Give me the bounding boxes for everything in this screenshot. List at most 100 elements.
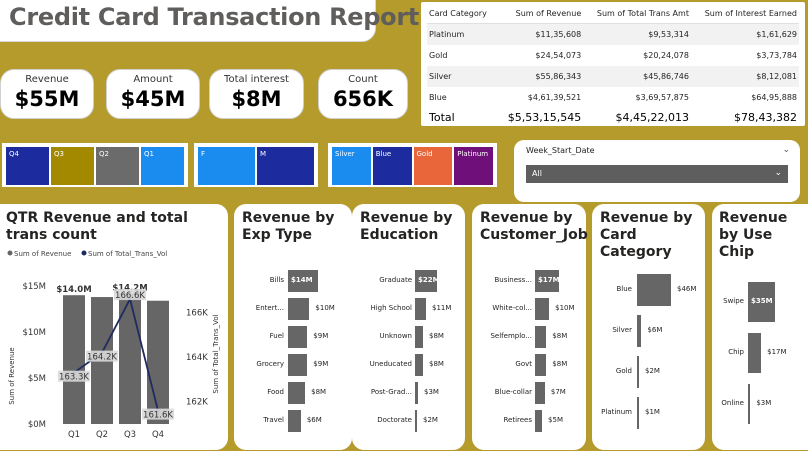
bar[interactable] — [415, 270, 437, 292]
bar[interactable] — [637, 397, 639, 429]
chevron-down-icon[interactable]: ⌄ — [782, 145, 790, 155]
education-panel: Revenue by Education Graduate $22M High Sc… — [352, 204, 465, 450]
bar-category-label: Selfemplo... — [490, 332, 532, 340]
table-row: Gold $24,54,073 $20,24,078 $3,73,784 — [427, 45, 799, 66]
bar-category-label: White-col... — [492, 304, 532, 312]
bar[interactable] — [535, 382, 545, 404]
bar-value-label: $35M — [751, 297, 773, 305]
bar-category-label: Online — [721, 399, 744, 407]
y-tick-label: $0M — [28, 420, 46, 430]
card-category-table: Card Category Sum of Revenue Sum of Tota… — [421, 2, 805, 126]
trans-volume-line — [73, 296, 159, 411]
bar-value-label: $2M — [645, 367, 660, 375]
bar-category-label: Fuel — [269, 332, 284, 340]
bar[interactable] — [415, 382, 418, 404]
bar-value-label: $9M — [313, 360, 329, 368]
table-cell: $8,12,081 — [690, 65, 799, 87]
bar-value-label: $14M — [291, 276, 313, 284]
line-data-label: 163.3K — [59, 373, 89, 383]
bar[interactable] — [637, 315, 642, 347]
slicer-option-q2[interactable]: Q2 — [96, 147, 139, 185]
bar-value-label: $6M — [306, 416, 322, 424]
bar-category-label: Platinum — [601, 408, 632, 416]
bar-category-label: Gold — [615, 367, 632, 375]
bar[interactable] — [288, 410, 301, 432]
slicer-option-gold[interactable]: Gold — [413, 147, 453, 185]
slicer-option-q4[interactable]: Q4 — [6, 147, 49, 185]
slicer-option-f[interactable]: F — [198, 147, 255, 185]
bar-category-label: Food — [267, 388, 284, 396]
slicer-option-silver[interactable]: Silver — [332, 147, 371, 185]
use-chip-title: Revenue by Use Chip — [719, 210, 788, 260]
legend-marker-revenue — [7, 250, 13, 256]
bar[interactable] — [415, 298, 426, 320]
table-cell: $4,61,39,521 — [527, 92, 582, 102]
bar[interactable] — [415, 354, 423, 376]
column-header[interactable]: Sum of Interest Earned — [690, 5, 799, 24]
bar[interactable] — [637, 356, 639, 388]
line-data-label: 161.6K — [143, 411, 173, 421]
bar-value-label: $8M — [552, 360, 568, 368]
bar-category-label: Swipe — [723, 297, 744, 305]
slicer-option-q1[interactable]: Q1 — [141, 147, 184, 185]
column-header[interactable]: Sum of Total Trans Amt — [583, 5, 691, 24]
bar[interactable] — [748, 282, 775, 322]
bar[interactable] — [288, 270, 318, 292]
bar[interactable] — [535, 410, 543, 432]
week-dropdown[interactable]: All ⌄ — [526, 165, 788, 183]
bar-category-label: Retirees — [503, 416, 532, 424]
bar-value-label: $8M — [429, 360, 444, 368]
card-category-slicer: Silver Blue Gold Platinum — [328, 143, 497, 187]
bar[interactable] — [535, 354, 547, 376]
kpi-amount-value: $45M — [120, 87, 186, 111]
bar[interactable] — [535, 270, 559, 292]
bar-category-label: Grocery — [256, 360, 284, 368]
bar[interactable] — [535, 326, 547, 348]
gender-slicer: F M — [194, 143, 318, 187]
bar[interactable] — [288, 298, 310, 320]
bar-category-label: Business... — [494, 276, 532, 284]
table-cell: Silver — [427, 65, 497, 87]
table-cell: Blue — [429, 92, 447, 102]
bar[interactable] — [288, 354, 308, 376]
table-row: Silver $55,86,343 $45,86,746 $8,12,081 — [427, 65, 799, 87]
bar[interactable] — [288, 326, 308, 348]
exp-type-title: Revenue by Exp Type — [242, 210, 335, 243]
bar-category-label: Graduate — [379, 276, 412, 284]
bar[interactable] — [415, 326, 423, 348]
bar[interactable] — [415, 410, 417, 432]
bar-value-label: $17M — [767, 348, 787, 356]
column-header[interactable]: Card Category — [427, 5, 497, 24]
legend-label: Sum of Total_Trans_Vol — [88, 250, 167, 258]
slicer-option-q3[interactable]: Q3 — [51, 147, 94, 185]
table-total-cell: $78,43,382 — [734, 111, 797, 124]
report-title: Credit Card Transaction Report — [9, 3, 420, 31]
column-header[interactable]: Sum of Revenue — [496, 5, 584, 24]
bar-value-label: $8M — [552, 332, 568, 340]
kpi-revenue-card: Revenue $55M — [0, 69, 94, 119]
table-cell: Gold — [429, 50, 448, 60]
bar-value-label: $22M — [418, 276, 440, 284]
y-axis-title: Sum of Revenue — [8, 347, 16, 404]
bar[interactable] — [288, 382, 306, 404]
bar-value-label: $8M — [311, 388, 327, 396]
table-cell: $20,24,078 — [643, 50, 689, 60]
slicer-option-blue[interactable]: Blue — [372, 147, 412, 185]
bar[interactable] — [748, 333, 762, 373]
bar-value-label: $2M — [423, 416, 438, 424]
bar[interactable] — [637, 274, 671, 306]
qtr-revenue-bar — [63, 295, 85, 424]
slicer-option-m[interactable]: M — [257, 147, 314, 185]
line-label-background — [114, 289, 146, 301]
kpi-interest-value: $8M — [231, 87, 282, 111]
kpi-count-card: Count 656K — [318, 69, 408, 119]
card-category-title: Revenue by Card Category — [600, 210, 693, 260]
bar[interactable] — [748, 384, 751, 424]
table-cell: $3,69,57,875 — [635, 92, 689, 102]
table-cell: $64,95,888 — [751, 92, 797, 102]
week-slicer-label: Week_Start_Date — [526, 146, 595, 155]
slicer-option-platinum[interactable]: Platinum — [454, 147, 493, 185]
bar-category-label: Travel — [263, 416, 284, 424]
bar[interactable] — [535, 298, 550, 320]
legend-label: Sum of Revenue — [14, 250, 71, 258]
